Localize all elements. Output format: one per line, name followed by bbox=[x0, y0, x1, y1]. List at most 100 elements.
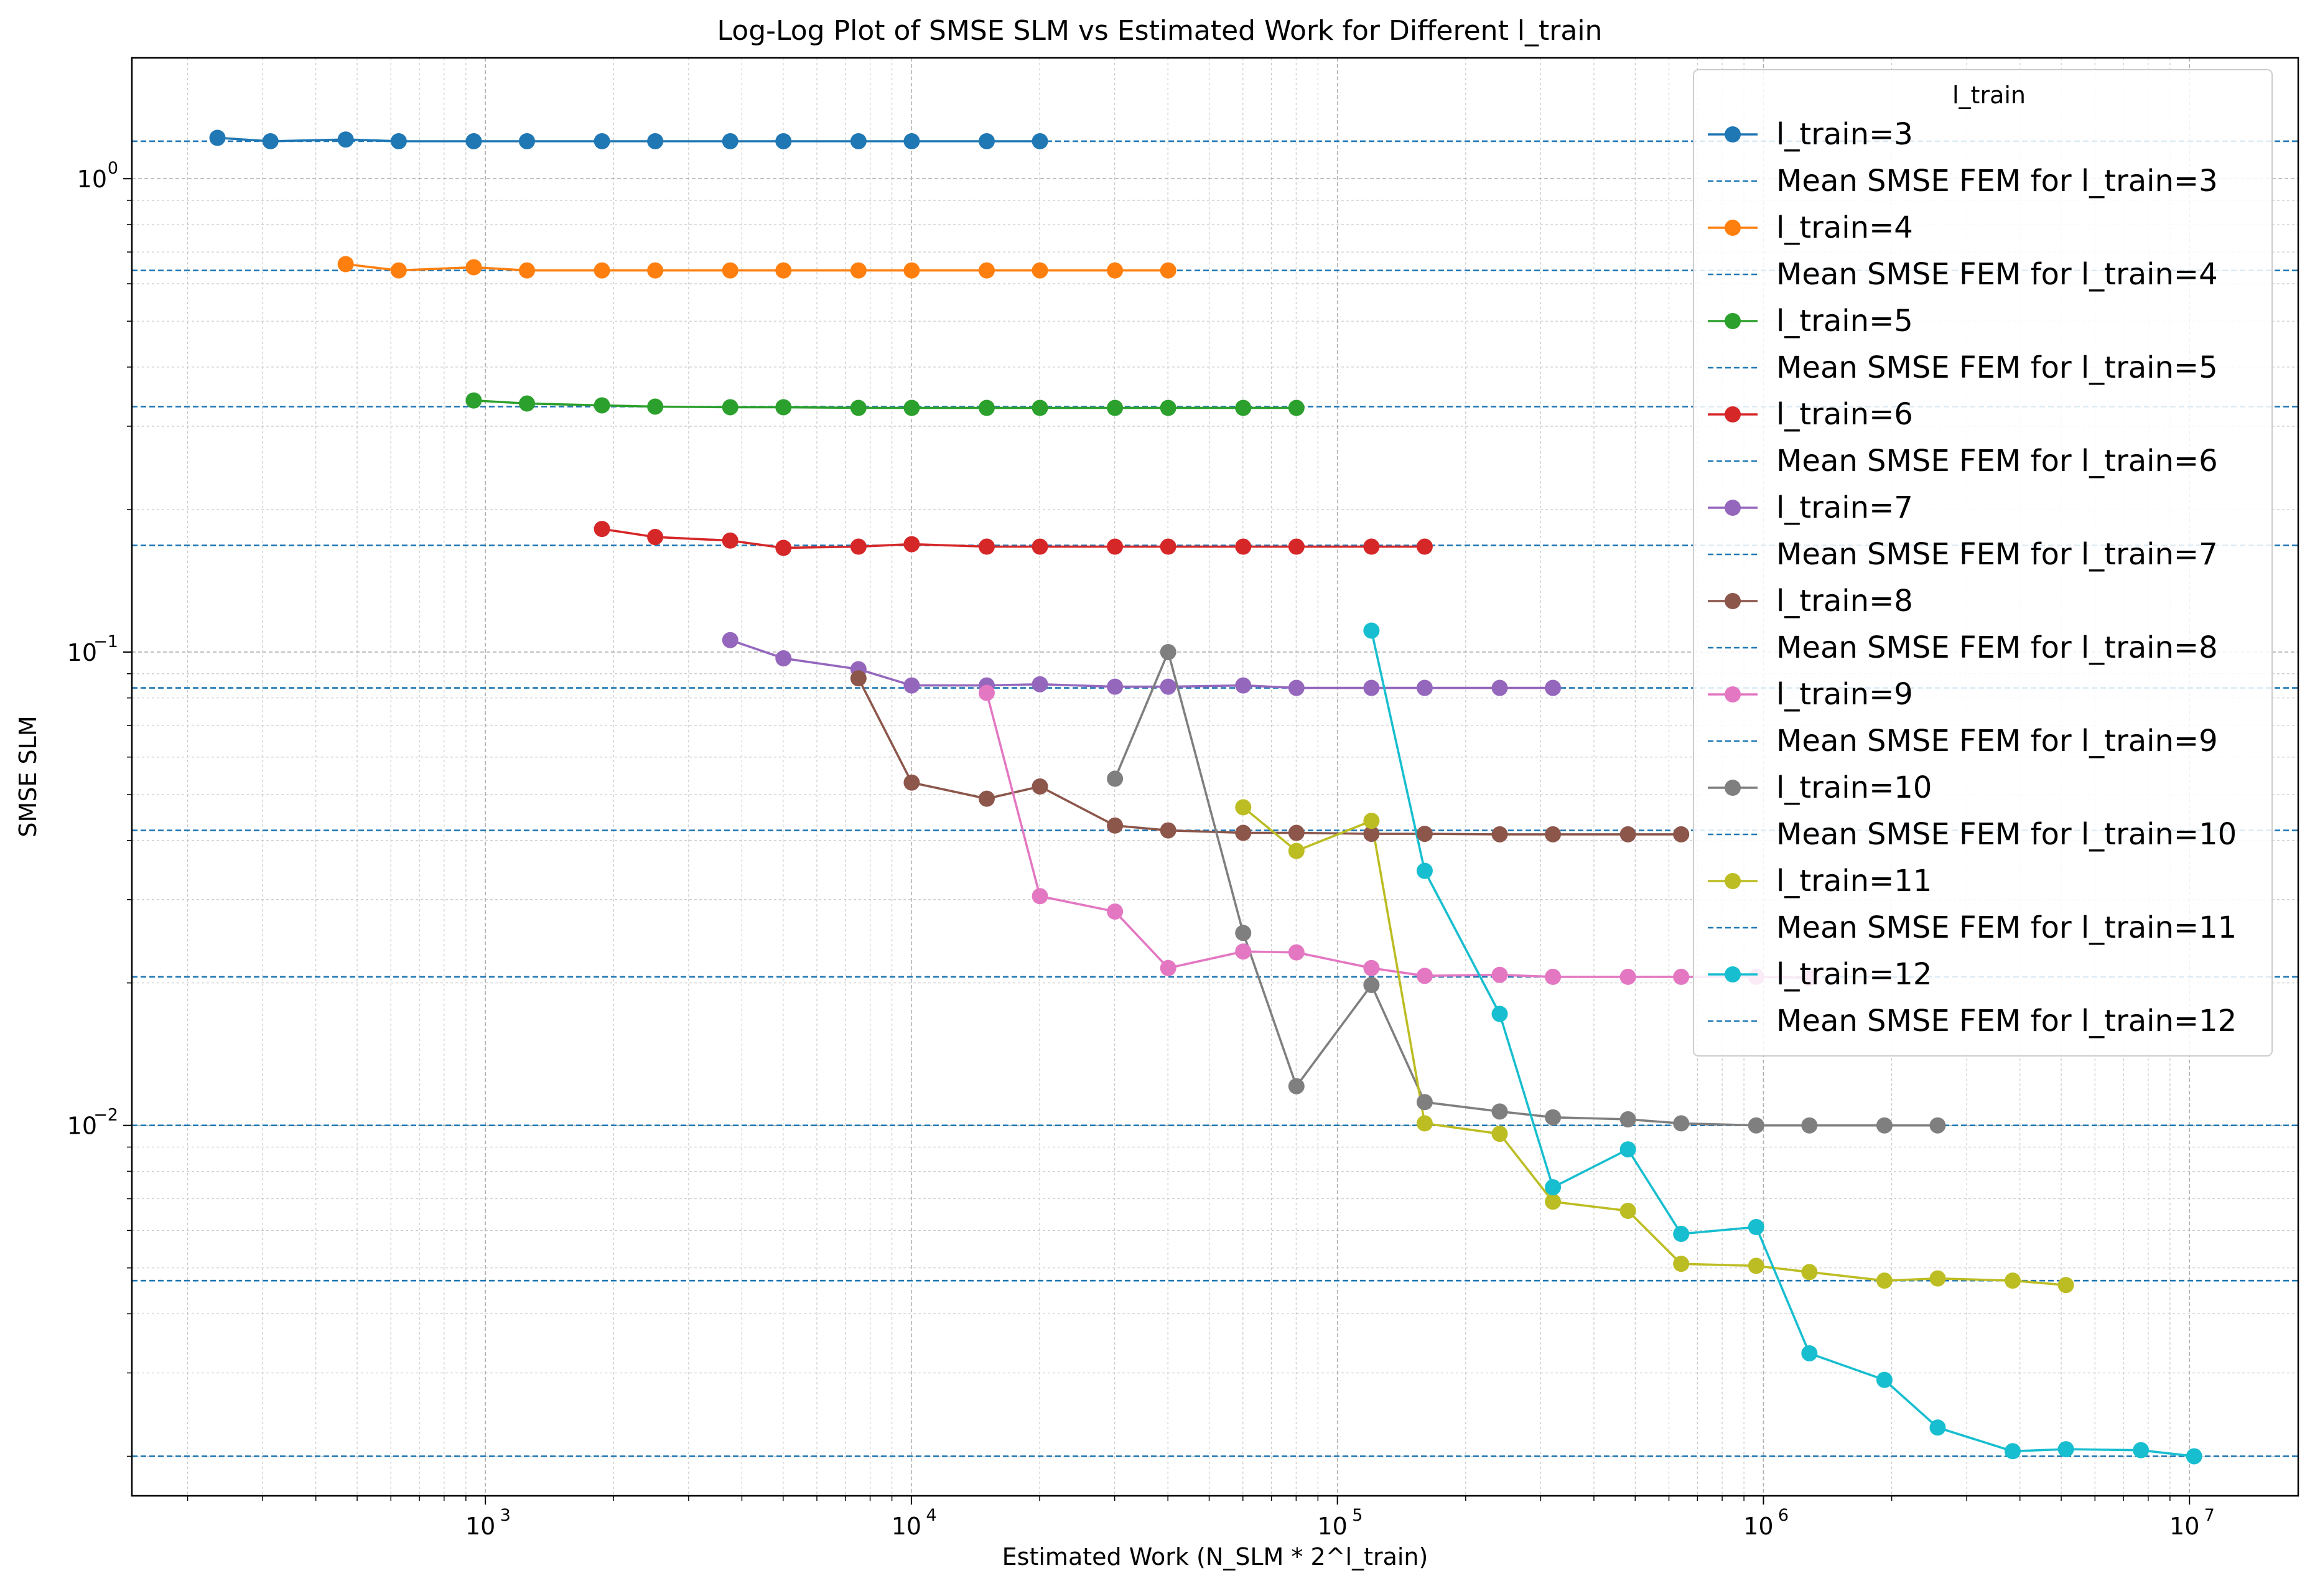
data-point bbox=[1876, 1272, 1893, 1289]
data-point bbox=[2005, 1272, 2021, 1289]
data-point bbox=[722, 632, 738, 648]
legend-label: Mean SMSE FEM for l_train=3 bbox=[1776, 164, 2218, 198]
data-point bbox=[594, 521, 610, 538]
data-point bbox=[2057, 1277, 2074, 1294]
legend-handle-marker bbox=[1725, 313, 1741, 329]
x-tick-exponent: 6 bbox=[1778, 1506, 1789, 1525]
data-point bbox=[1545, 826, 1562, 842]
data-point bbox=[1491, 826, 1508, 842]
legend-handle-marker bbox=[1725, 686, 1741, 702]
data-point bbox=[722, 262, 738, 279]
legend-label: l_train=10 bbox=[1776, 770, 1932, 805]
y-axis-ticks: 10 010−110−2 bbox=[67, 159, 132, 1457]
series-line bbox=[1370, 630, 2194, 1458]
chart-title: Log-Log Plot of SMSE SLM vs Estimated Wo… bbox=[717, 15, 1603, 47]
data-point bbox=[1491, 679, 1508, 696]
data-point bbox=[978, 538, 995, 555]
data-point bbox=[722, 399, 738, 416]
data-point bbox=[1235, 925, 1252, 941]
x-tick-label: 10 bbox=[1743, 1513, 1773, 1540]
data-point bbox=[1876, 1371, 1893, 1388]
x-tick-label: 10 bbox=[2169, 1513, 2199, 1540]
data-point bbox=[1929, 1270, 1946, 1287]
data-point bbox=[1107, 903, 1124, 920]
legend-label: Mean SMSE FEM for l_train=12 bbox=[1776, 1004, 2237, 1038]
data-point bbox=[1032, 778, 1048, 795]
x-tick-label: 10 bbox=[465, 1513, 495, 1540]
data-point bbox=[1363, 813, 1380, 829]
legend-title: l_train bbox=[1952, 82, 2026, 109]
series-line bbox=[602, 528, 1425, 549]
data-point bbox=[1107, 399, 1124, 416]
data-point bbox=[465, 259, 482, 276]
data-point bbox=[978, 399, 995, 416]
data-point bbox=[850, 262, 867, 279]
data-point bbox=[1545, 968, 1562, 985]
data-point bbox=[1416, 862, 1433, 879]
data-point bbox=[1160, 262, 1176, 279]
legend-label: l_train=7 bbox=[1776, 490, 1913, 525]
data-point bbox=[722, 133, 738, 149]
data-point bbox=[1748, 1219, 1764, 1236]
data-point bbox=[775, 650, 792, 667]
data-point bbox=[1363, 959, 1380, 976]
data-point bbox=[1107, 538, 1124, 555]
data-point bbox=[1619, 1202, 1636, 1219]
data-point bbox=[1545, 1193, 1562, 1210]
data-point bbox=[1235, 943, 1252, 960]
data-point bbox=[1545, 1179, 1562, 1196]
data-point bbox=[1288, 399, 1305, 416]
legend-label: Mean SMSE FEM for l_train=7 bbox=[1776, 537, 2218, 572]
x-tick-label: 10 bbox=[892, 1513, 921, 1540]
data-point bbox=[1235, 399, 1252, 416]
data-point bbox=[2133, 1442, 2150, 1458]
y-tick-exponent: 0 bbox=[108, 159, 118, 178]
data-point bbox=[2005, 1443, 2021, 1460]
data-point bbox=[647, 529, 664, 546]
data-point bbox=[1288, 944, 1305, 961]
data-point bbox=[1235, 677, 1252, 694]
series-line bbox=[473, 399, 1297, 409]
data-point bbox=[1288, 538, 1305, 555]
series-lines bbox=[217, 136, 2194, 1458]
data-point bbox=[1673, 968, 1690, 985]
data-point bbox=[1160, 399, 1176, 416]
data-point bbox=[1363, 538, 1380, 555]
legend-items: l_train=3 Mean SMSE FEM for l_train=3 l_tr… bbox=[1708, 117, 2237, 1038]
data-point bbox=[209, 129, 226, 146]
y-axis-label: SMSE SLM bbox=[14, 716, 42, 837]
legend-handle-marker bbox=[1725, 220, 1741, 236]
data-point bbox=[1801, 1117, 1818, 1134]
y-tick-label: 10 bbox=[67, 639, 97, 666]
data-point bbox=[903, 677, 920, 694]
data-point bbox=[647, 398, 664, 415]
data-point bbox=[1032, 399, 1048, 416]
data-point bbox=[903, 133, 920, 149]
data-point bbox=[775, 262, 792, 279]
data-point bbox=[775, 133, 792, 149]
plot-frame bbox=[131, 57, 2299, 1497]
data-point bbox=[1416, 679, 1433, 696]
data-point bbox=[1288, 1078, 1305, 1094]
data-point bbox=[903, 399, 920, 416]
x-tick-exponent: 7 bbox=[2204, 1506, 2215, 1525]
legend-label: l_train=12 bbox=[1776, 957, 1932, 992]
data-point bbox=[1416, 1094, 1433, 1111]
data-point bbox=[465, 133, 482, 149]
data-point bbox=[2057, 1441, 2074, 1458]
legend-handle-marker bbox=[1725, 966, 1741, 982]
series-line bbox=[857, 678, 1682, 836]
data-point bbox=[1160, 643, 1176, 660]
legend: l_train l_train=3 Mean SMSE FEM for l_tra… bbox=[1693, 69, 2273, 1057]
legend-handle-marker bbox=[1725, 593, 1741, 609]
data-point bbox=[1363, 977, 1380, 994]
data-point bbox=[1801, 1264, 1818, 1281]
data-point bbox=[1801, 1345, 1818, 1361]
data-point bbox=[1929, 1117, 1946, 1134]
data-point bbox=[647, 133, 664, 149]
data-point bbox=[1032, 133, 1048, 149]
data-point bbox=[594, 397, 610, 414]
y-tick-exponent: −2 bbox=[93, 1106, 118, 1125]
